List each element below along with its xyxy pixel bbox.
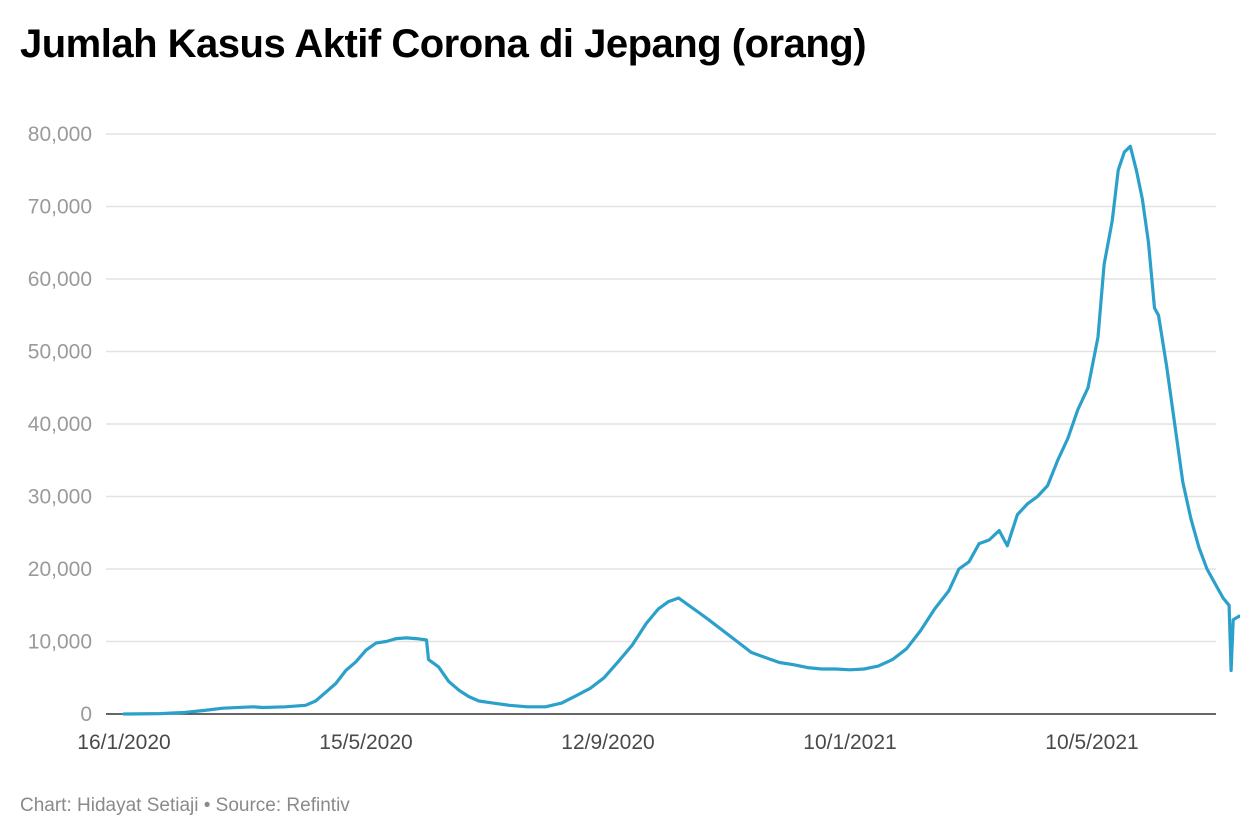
y-tick-label: 40,000	[28, 413, 92, 436]
x-tick-label: 16/1/2020	[77, 731, 170, 754]
y-tick-label: 60,000	[28, 268, 92, 291]
y-tick-label: 80,000	[28, 123, 92, 146]
x-tick-label: 15/5/2020	[319, 731, 412, 754]
y-tick-label: 50,000	[28, 341, 92, 364]
y-tick-label: 70,000	[28, 196, 92, 219]
y-tick-label: 30,000	[28, 486, 92, 509]
series-line	[122, 144, 1240, 716]
y-tick-label: 0	[80, 703, 92, 726]
chart-footer: Chart: Hidayat Setiaji • Source: Refinti…	[20, 795, 350, 816]
y-axis-ticks: 0 10,000 20,000 30,000 40,000 50,000 60,000 70,…	[28, 123, 92, 726]
y-tick-label: 10,000	[28, 631, 92, 654]
x-tick-label: 10/1/2021	[803, 731, 896, 754]
gridlines	[106, 133, 1216, 643]
chart-title: Jumlah Kasus Aktif Corona di Jepang (ora…	[20, 22, 867, 66]
x-tick-label: 10/5/2021	[1045, 731, 1138, 754]
x-axis-ticks: 16/1/2020 15/5/2020 12/9/2020 10/1/2021 10/5…	[77, 731, 1138, 754]
x-tick-label: 12/9/2020	[561, 731, 654, 754]
y-tick-label: 20,000	[28, 558, 92, 581]
series-layer	[122, 144, 1240, 716]
